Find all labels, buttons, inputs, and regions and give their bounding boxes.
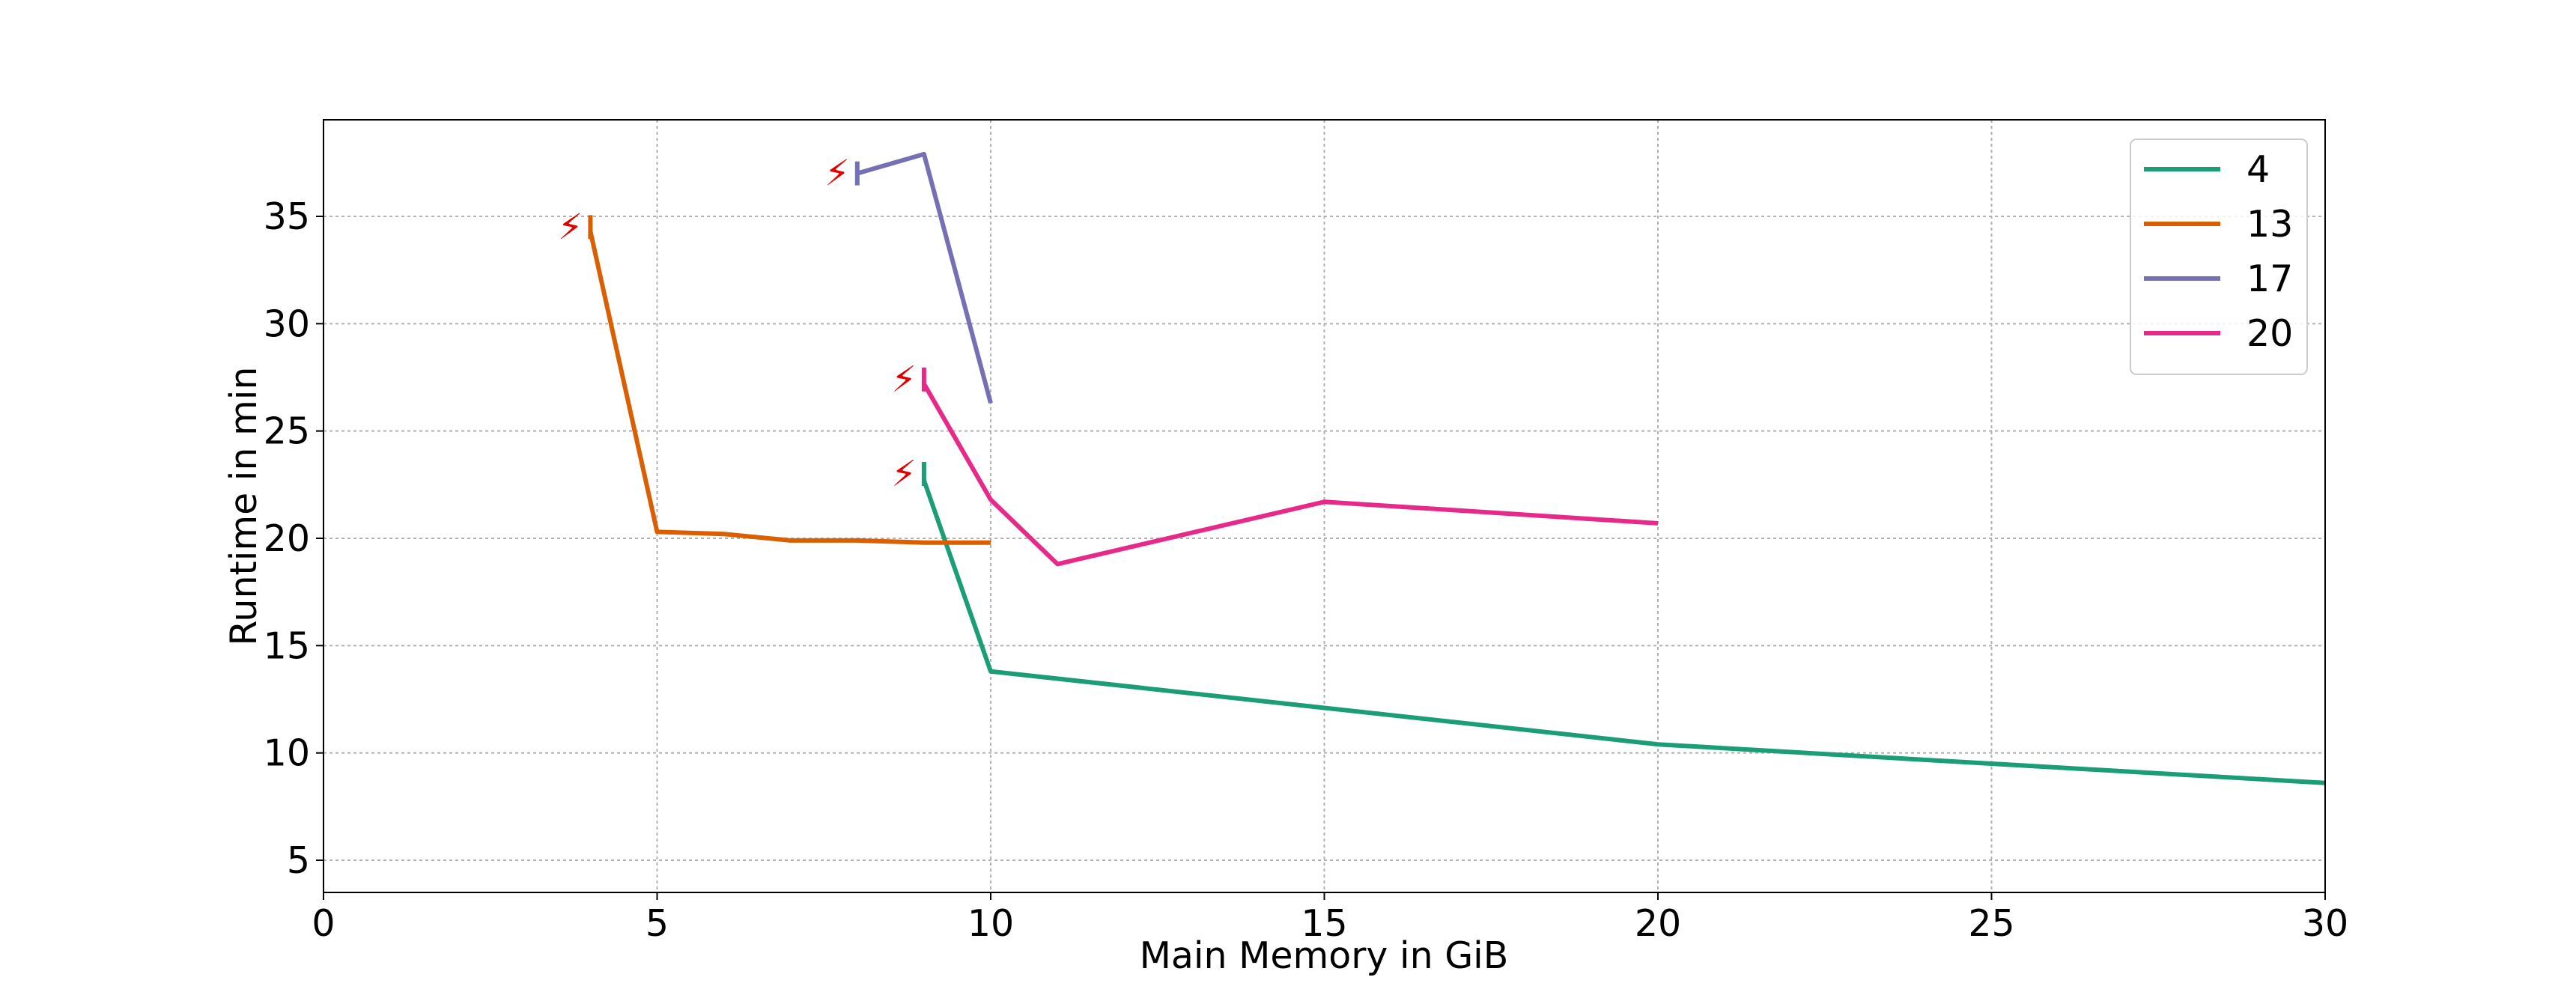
series-20: ⚡ [891,359,1659,567]
failure-marker-20: ⚡ [891,359,917,401]
x-tick-label: 15 [1301,902,1347,945]
legend-label-17: 17 [2247,258,2293,300]
failure-marker-4: ⚡ [891,453,917,495]
y-tick-label: 15 [264,624,310,667]
series-line-13 [588,231,991,545]
legend-label-20: 20 [2247,312,2293,355]
grid [323,120,2326,892]
series-17: ⚡ [824,151,993,404]
y-tick-label: 20 [264,517,310,560]
legend: 4 13 17 20 [2130,139,2308,375]
y-axis-label: Runtime in min [222,367,265,646]
series-13: ⚡ [558,206,991,545]
series-line-17 [856,151,993,404]
x-tick-label: 25 [1968,902,2014,945]
series-line-20 [922,383,1659,567]
y-tick-label: 30 [264,302,310,345]
y-tick-label: 35 [264,195,310,238]
y-tick-label: 10 [264,732,310,775]
x-axis-label: Main Memory in GiB [1140,934,1509,977]
y-tick-label: 25 [264,410,310,453]
x-tick-label: 30 [2302,902,2348,945]
x-tick-label: 5 [645,902,669,945]
legend-label-13: 13 [2247,203,2293,246]
y-tick-label: 5 [287,839,310,882]
x-tick-label: 10 [967,902,1014,945]
series-lines: ⚡ ⚡ ⚡ ⚡ [558,151,2326,785]
legend-label-4: 4 [2247,148,2270,191]
series-4: ⚡ [891,453,2326,785]
x-tick-label: 20 [1635,902,1681,945]
x-tick-label: 0 [312,902,335,945]
series-line-4 [922,479,2326,785]
legend-box [2130,139,2308,375]
failure-marker-13: ⚡ [558,206,583,248]
failure-marker-17: ⚡ [824,153,850,195]
